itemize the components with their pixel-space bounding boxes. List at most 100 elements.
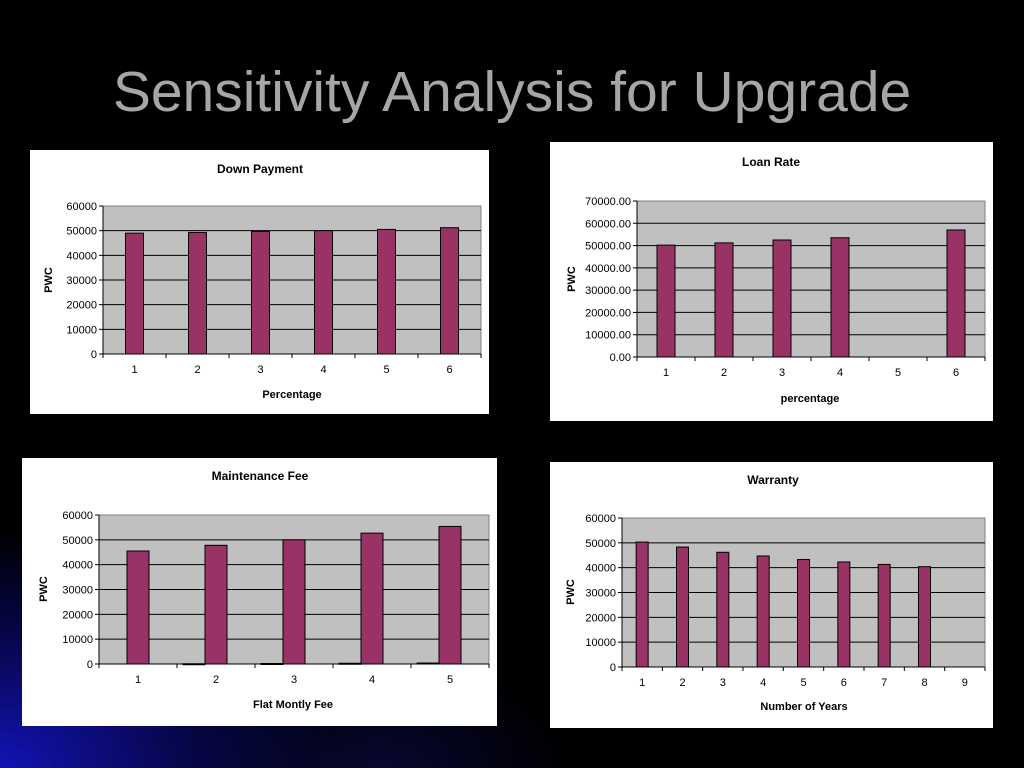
y-tick-label: 60000.00 xyxy=(585,218,631,230)
bar xyxy=(797,558,810,668)
y-tick-label: 30000.00 xyxy=(585,285,631,297)
x-tick-label: 1 xyxy=(135,674,141,686)
y-tick-label: 40000 xyxy=(66,250,97,262)
y-tick-label: 0 xyxy=(87,659,93,671)
y-tick-label: 60000 xyxy=(585,513,616,525)
chart-svg: Warranty PWC Number of Years 0 10000 20000… xyxy=(565,473,986,713)
x-tick-label: 2 xyxy=(679,677,685,689)
y-axis-label: PWC xyxy=(38,576,50,602)
x-tick-label: 3 xyxy=(257,364,263,376)
y-tick-label: 20000.00 xyxy=(585,307,631,319)
x-tick-label: 8 xyxy=(921,677,927,689)
chart-down-payment: Down Payment PWC Percentage 0 10000 20000 3… xyxy=(30,150,489,414)
x-tick-label: 5 xyxy=(383,364,389,376)
y-tick-label: 30000 xyxy=(585,588,616,600)
y-tick-label: 30000 xyxy=(66,275,97,287)
y-tick-label: 0 xyxy=(610,662,616,674)
x-tick-label: 7 xyxy=(881,677,887,689)
x-tick-label: 6 xyxy=(446,364,452,376)
y-tick-label: 40000 xyxy=(62,560,93,572)
y-tick-label: 70000.00 xyxy=(585,196,631,208)
chart-warranty: Warranty PWC Number of Years 0 10000 20000… xyxy=(550,462,993,728)
y-tick-label: 50000 xyxy=(585,538,616,550)
x-tick-label: 5 xyxy=(447,674,453,686)
y-tick-label: 50000 xyxy=(62,535,93,547)
x-tick-label: 2 xyxy=(213,674,219,686)
y-tick-label: 10000.00 xyxy=(585,330,631,342)
chart-svg: Down Payment PWC Percentage 0 10000 20000 3… xyxy=(43,162,482,401)
bar xyxy=(377,228,396,355)
x-axis-label: Percentage xyxy=(262,389,321,401)
x-tick-label: 9 xyxy=(962,677,968,689)
x-tick-label: 6 xyxy=(953,367,959,379)
y-tick-label: 20000 xyxy=(585,612,616,624)
plot-area: 0 10000 20000 30000 40000 50000 60000 1 2 3 4 5 6 7 8 9 xyxy=(585,513,986,689)
x-tick-label: 5 xyxy=(895,367,901,379)
y-tick-label: 10000 xyxy=(62,634,93,646)
x-tick-label: 3 xyxy=(779,367,785,379)
y-tick-label: 20000 xyxy=(62,609,93,621)
x-tick-label: 2 xyxy=(194,364,200,376)
y-tick-label: 60000 xyxy=(62,510,93,522)
x-tick-label: 3 xyxy=(720,677,726,689)
bar xyxy=(251,230,270,355)
bar xyxy=(314,230,333,355)
bar xyxy=(188,231,207,355)
bar xyxy=(837,561,851,668)
bar xyxy=(204,544,228,665)
bar xyxy=(360,532,384,665)
y-tick-label: 10000 xyxy=(585,637,616,649)
y-tick-label: 0 xyxy=(91,349,97,361)
y-tick-label: 20000 xyxy=(66,300,97,312)
chart-title: Loan Rate xyxy=(742,155,800,169)
y-tick-label: 40000 xyxy=(585,563,616,575)
bar xyxy=(676,546,689,668)
bar xyxy=(282,539,306,665)
plot-background xyxy=(636,200,986,358)
x-axis-label: Flat Montly Fee xyxy=(253,699,333,711)
bar xyxy=(714,242,734,358)
chart-maintenance-fee: Maintenance Fee PWC Flat Montly Fee 0 100… xyxy=(22,458,497,726)
bar xyxy=(635,541,649,668)
bar xyxy=(126,550,150,665)
x-tick-label: 1 xyxy=(663,367,669,379)
bar xyxy=(656,244,676,358)
x-axis-label: percentage xyxy=(781,393,840,405)
chart-svg: Maintenance Fee PWC Flat Montly Fee 0 100… xyxy=(38,469,490,711)
x-tick-label: 5 xyxy=(800,677,806,689)
plot-area: 0 10000 20000 30000 40000 50000 60000 1 2 3 4 5 6 xyxy=(66,201,482,376)
bar xyxy=(772,239,792,358)
chart-title: Maintenance Fee xyxy=(212,469,309,483)
y-tick-label: 50000.00 xyxy=(585,241,631,253)
x-tick-label: 3 xyxy=(291,674,297,686)
x-tick-label: 4 xyxy=(837,367,843,379)
x-tick-label: 6 xyxy=(841,677,847,689)
x-tick-label: 2 xyxy=(721,367,727,379)
y-tick-label: 0.00 xyxy=(610,352,631,364)
bar xyxy=(946,229,966,358)
x-tick-label: 4 xyxy=(320,364,326,376)
bar xyxy=(830,237,850,358)
chart-title: Down Payment xyxy=(217,162,303,176)
x-tick-label: 4 xyxy=(369,674,375,686)
y-tick-label: 30000 xyxy=(62,585,93,597)
y-tick-label: 50000 xyxy=(66,226,97,238)
plot-area: 0.00 10000.00 20000.00 30000.00 40000.00 5000… xyxy=(585,196,986,379)
chart-loan-rate: Loan Rate PWC percentage 0.00 10000.00 200… xyxy=(550,142,993,421)
x-tick-label: 1 xyxy=(639,677,645,689)
y-axis-label: PWC xyxy=(566,266,578,292)
bar xyxy=(440,227,459,355)
bar xyxy=(918,566,931,668)
bar xyxy=(125,232,144,355)
y-tick-label: 40000.00 xyxy=(585,263,631,275)
y-tick-label: 60000 xyxy=(66,201,97,213)
chart-title: Warranty xyxy=(747,473,799,487)
y-tick-label: 10000 xyxy=(66,324,97,336)
bar xyxy=(877,563,891,668)
chart-svg: Loan Rate PWC percentage 0.00 10000.00 200… xyxy=(566,155,986,405)
plot-area: 0 10000 20000 30000 40000 50000 60000 1 2 3 4 5 xyxy=(62,510,490,686)
x-axis-label: Number of Years xyxy=(760,701,847,713)
x-tick-label: 4 xyxy=(760,677,766,689)
y-axis-label: PWC xyxy=(565,579,577,605)
slide-title: Sensitivity Analysis for Upgrade xyxy=(112,60,912,124)
